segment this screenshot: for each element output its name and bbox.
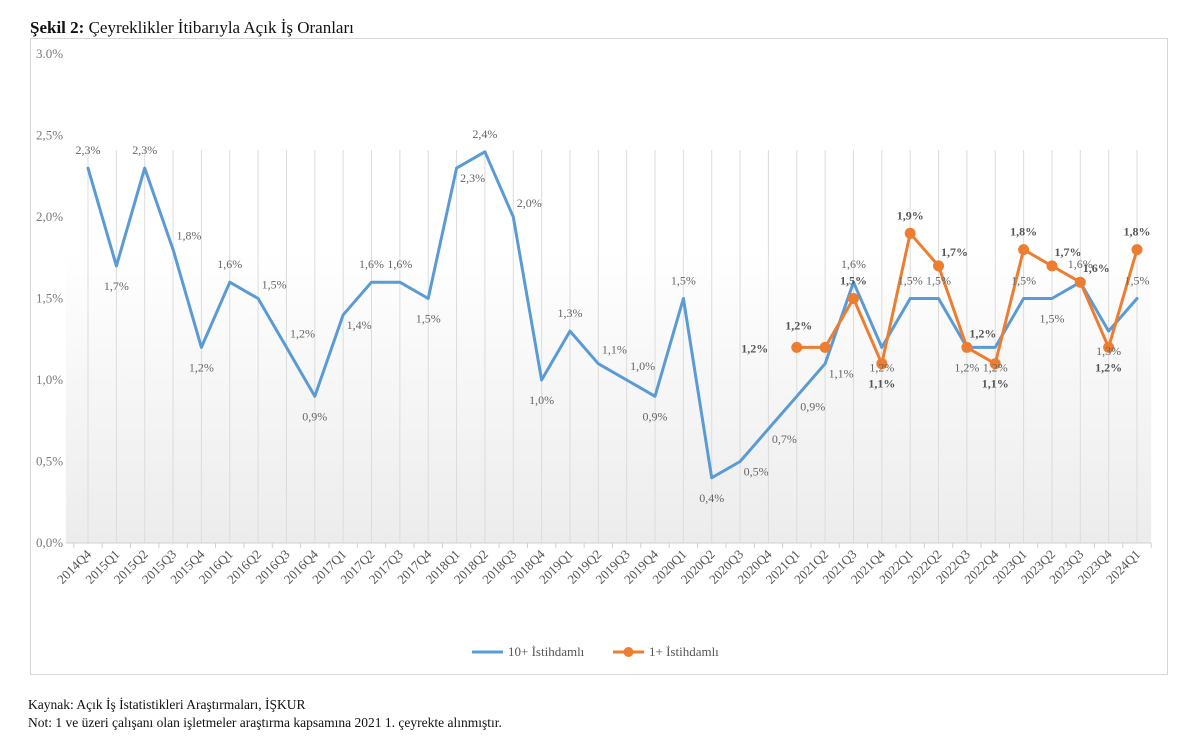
data-label-10plus: 2,3%	[132, 143, 157, 157]
data-label-10plus: 2,3%	[460, 171, 485, 185]
data-point-1plus	[1131, 244, 1143, 256]
data-label-1plus: 1,7%	[1054, 245, 1081, 259]
data-label-10plus: 1,2%	[954, 360, 979, 374]
data-label-1plus: 1,2%	[1095, 360, 1122, 374]
data-label-1plus: 1,2%	[969, 326, 996, 340]
data-label-10plus: 1,2%	[869, 360, 894, 374]
data-label-10plus: 0,9%	[800, 399, 825, 413]
data-point-1plus	[847, 293, 859, 304]
data-label-10plus: 1,6%	[387, 257, 412, 271]
data-label-10plus: 1,5%	[926, 274, 951, 288]
legend-label-1plus: 1+ İstihdamlı	[649, 644, 719, 659]
data-label-1plus: 1,1%	[982, 377, 1009, 391]
data-label-10plus: 2,4%	[472, 127, 497, 141]
data-label-10plus: 1,5%	[671, 274, 696, 288]
data-point-1plus	[961, 341, 973, 353]
data-label-10plus: 1,2%	[983, 360, 1008, 374]
data-label-1plus: 1,1%	[868, 377, 895, 391]
data-label-10plus: 1,2%	[290, 326, 315, 340]
data-point-1plus	[989, 358, 1001, 370]
y-tick-label: 2,0%	[36, 209, 63, 224]
data-label-1plus: 1,6%	[1083, 261, 1110, 275]
coverage-note: Not: 1 ve üzeri çalışanı olan işletmeler…	[28, 715, 502, 730]
data-label-1plus: 1,7%	[941, 245, 968, 259]
figure-title: Şekil 2: Çeyreklikler İtibarıyla Açık İş…	[30, 18, 354, 38]
data-label-10plus: 1,5%	[898, 274, 923, 288]
data-point-1plus	[933, 260, 945, 272]
data-label-1plus: 1,2%	[741, 341, 768, 355]
y-tick-label: 2,5%	[36, 128, 63, 143]
data-point-1plus	[1074, 276, 1086, 288]
data-label-10plus: 1,5%	[416, 312, 441, 326]
figure-number: Şekil 2:	[30, 18, 85, 37]
data-label-10plus: 1,7%	[104, 279, 129, 293]
data-label-10plus: 1,4%	[347, 318, 372, 332]
data-label-10plus: 1,1%	[829, 367, 854, 381]
data-label-10plus: 1,5%	[1039, 312, 1064, 326]
data-labels: 2,3% 1,7% 2,3% 1,8% 1,2% 1,6% 1,5% 1,2% 0,9% 1,4%…	[76, 127, 1151, 505]
data-label-10plus: 1,3%	[557, 306, 582, 320]
data-label-10plus: 1,6%	[1068, 257, 1093, 271]
figure-title-text: Çeyreklikler İtibarıyla Açık İş Oranları	[84, 18, 354, 37]
y-axis: 0,0% 0,5% 1,0% 1,5% 2,0% 2,5% 3.0%	[36, 46, 63, 550]
legend-label-10plus: 10+ İstihdamlı	[508, 644, 585, 659]
data-label-10plus: 1,3%	[1096, 344, 1121, 358]
data-point-1plus	[791, 341, 803, 353]
y-tick-label: 1,5%	[36, 291, 63, 306]
data-label-10plus: 1,6%	[841, 257, 866, 271]
y-tick-label: 3.0%	[36, 46, 63, 61]
data-label-10plus: 0,7%	[772, 432, 797, 446]
data-label-10plus: 1,8%	[177, 229, 202, 243]
data-label-10plus: 0,4%	[699, 491, 724, 505]
data-label-10plus: 1,6%	[217, 257, 242, 271]
series-lines	[86, 150, 1143, 480]
data-label-10plus: 1,6%	[359, 257, 384, 271]
data-point-1plus	[876, 358, 888, 370]
data-point-1plus	[819, 341, 831, 353]
source-note: Kaynak: Açık İş İstatistikleri Araştırma…	[28, 697, 306, 712]
data-label-10plus: 2,3%	[76, 143, 101, 157]
legend-marker-1plus-icon	[623, 647, 634, 657]
data-label-10plus: 1,5%	[1125, 274, 1150, 288]
legend: 10+ İstihdamlı 1+ İstihdamlı	[472, 644, 719, 659]
data-label-10plus: 1,5%	[1011, 274, 1036, 288]
data-label-1plus: 1,5%	[840, 274, 867, 288]
data-label-10plus: 0,9%	[643, 409, 668, 423]
data-label-10plus: 0,9%	[302, 409, 327, 423]
plot-area	[65, 250, 1152, 543]
data-label-10plus: 1,1%	[602, 343, 627, 357]
series-line-10plus	[86, 150, 1139, 480]
data-label-1plus: 1,9%	[897, 208, 924, 222]
data-point-1plus	[1103, 341, 1115, 353]
data-label-10plus: 2,0%	[517, 196, 542, 210]
y-tick-label: 0,5%	[36, 454, 63, 469]
data-label-10plus: 1,5%	[262, 278, 287, 292]
y-tick-label: 1,0%	[36, 372, 63, 387]
x-axis: 2014Q42015Q12015Q22015Q32015Q42016Q12016…	[54, 546, 1143, 587]
data-label-10plus: 1,2%	[189, 360, 214, 374]
data-point-1plus	[904, 227, 916, 239]
data-label-1plus: 1,8%	[1124, 225, 1151, 239]
data-label-10plus: 1,0%	[529, 393, 554, 407]
data-point-1plus	[1018, 244, 1030, 256]
data-point-1plus	[1046, 260, 1058, 272]
y-tick-label: 0,0%	[36, 535, 63, 550]
data-label-10plus: 1,0%	[630, 359, 655, 373]
data-label-1plus: 1,8%	[1010, 225, 1037, 239]
data-label-1plus: 1,2%	[785, 318, 812, 332]
data-label-10plus: 0,5%	[744, 465, 769, 479]
